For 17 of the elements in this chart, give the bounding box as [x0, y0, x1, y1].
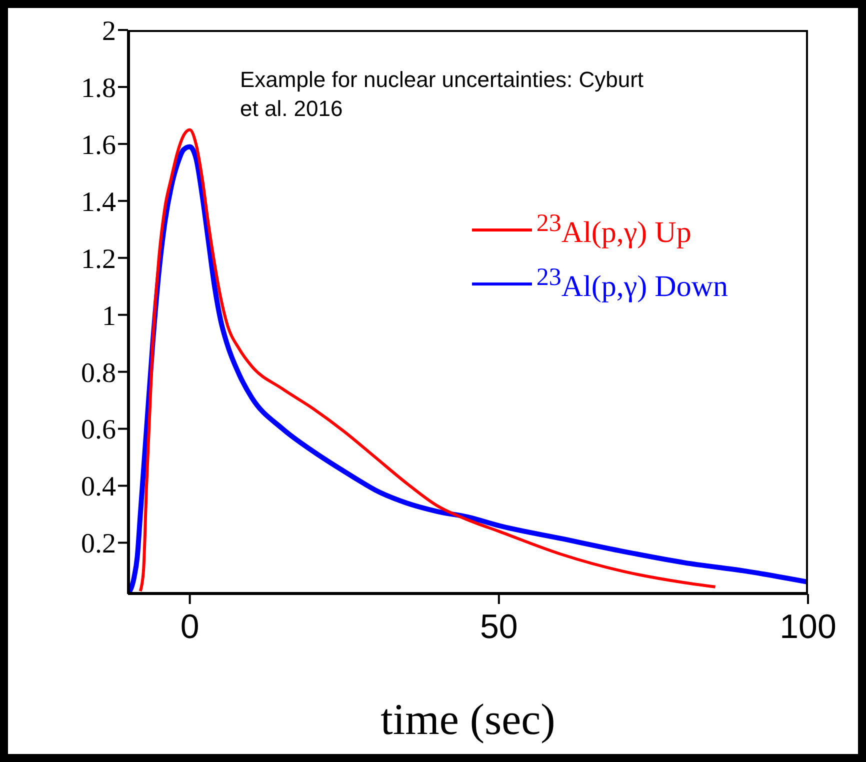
- x-tick-label: 0: [180, 608, 200, 646]
- y-tick-label: 1.6: [81, 130, 116, 161]
- x-tick-label: 100: [780, 608, 836, 646]
- y-tick-label: 0.2: [81, 528, 116, 560]
- y-tick-label: 2: [102, 16, 116, 47]
- y-tick-label: 0.6: [81, 414, 116, 446]
- y-tick-label: 0.4: [81, 472, 116, 503]
- y-tick-label: 1.2: [81, 244, 116, 275]
- y-tick-label: 1: [102, 300, 116, 332]
- legend-label: $^{23}$Al(p,γ) Up: [536, 210, 692, 250]
- x-axis-title: time (sec): [380, 695, 556, 744]
- y-tick-label: 1.8: [81, 72, 116, 104]
- y-tick-label: 1.4: [81, 186, 116, 218]
- legend-label: $^{23}$Al(p,γ) Down: [536, 264, 728, 304]
- annotation: Example for nuclear uncertainties: Cyburt et al. 2016: [240, 66, 645, 123]
- x-tick-label: 50: [480, 608, 518, 646]
- y-tick-label: 0.8: [81, 358, 116, 389]
